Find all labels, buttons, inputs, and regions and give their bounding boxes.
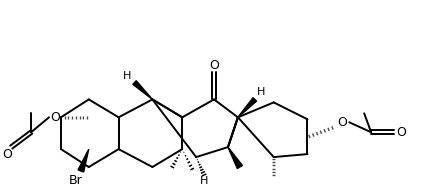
- Text: H: H: [257, 88, 265, 98]
- Text: O: O: [396, 126, 406, 139]
- Polygon shape: [133, 81, 153, 99]
- Text: O: O: [2, 148, 12, 161]
- Text: O: O: [209, 59, 219, 72]
- Text: H: H: [123, 70, 132, 81]
- Polygon shape: [238, 98, 257, 117]
- Polygon shape: [78, 149, 89, 172]
- Text: H: H: [200, 176, 208, 186]
- Polygon shape: [228, 147, 243, 169]
- Text: O: O: [50, 111, 60, 124]
- Text: Br: Br: [69, 174, 83, 187]
- Text: O: O: [337, 116, 347, 129]
